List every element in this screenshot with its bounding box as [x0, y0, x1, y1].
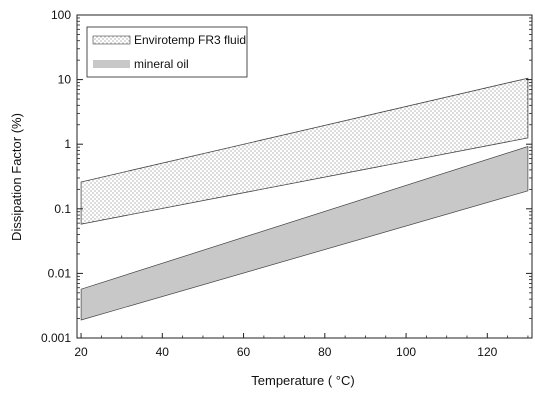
legend-box [86, 26, 248, 78]
x-tick-label: 80 [318, 345, 332, 359]
series-bands [80, 77, 529, 321]
x-axis-title: Temperature ( °C) [251, 373, 354, 388]
y-axis-title: Dissipation Factor (%) [9, 113, 24, 241]
legend-swatch-mineral-oil [93, 60, 130, 68]
y-tick-label: 0.1 [54, 202, 71, 216]
legend-label-mineral-oil: mineral oil [134, 57, 189, 71]
y-tick-label: 100 [51, 8, 71, 22]
x-axis: 20 40 60 80 100 120 [74, 333, 529, 359]
x-tick-label: 20 [74, 345, 88, 359]
legend-swatch-fr3 [92, 35, 131, 45]
x-tick-label: 40 [156, 345, 170, 359]
x-tick-label: 100 [396, 345, 416, 359]
y-tick-label: 0.01 [48, 266, 72, 280]
y-axis: 0.001 0.01 0.1 1 10 100 [41, 8, 532, 345]
y-tick-label: 1 [64, 137, 71, 151]
band-envirotemp-fr3 [80, 77, 529, 225]
legend-label-fr3: Envirotemp FR3 fluid [134, 33, 246, 47]
x-tick-label: 120 [477, 345, 497, 359]
legend: Envirotemp FR3 fluid mineral oil [86, 26, 248, 78]
band-mineral-oil [80, 146, 529, 321]
x-tick-label: 60 [237, 345, 251, 359]
y-tick-label: 0.001 [41, 331, 71, 345]
y-tick-label: 10 [58, 73, 72, 87]
